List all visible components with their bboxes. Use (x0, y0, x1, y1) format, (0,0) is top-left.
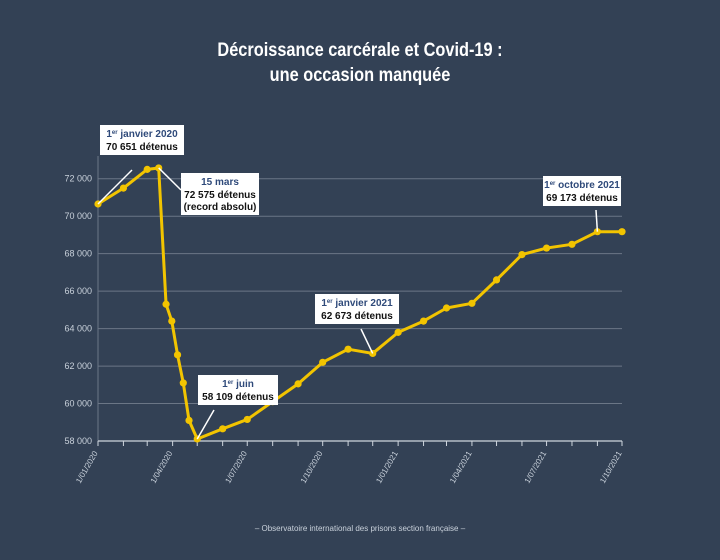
x-tick-label: 1/07/2021 (523, 449, 549, 485)
x-tick-label: 1/04/2021 (448, 449, 474, 485)
data-point (219, 425, 227, 433)
data-point (468, 299, 476, 307)
callout-pointer (360, 328, 374, 354)
title-line-2: une occasion manquée (269, 65, 451, 86)
data-point (143, 165, 151, 173)
data-point (618, 228, 626, 236)
data-point (243, 415, 251, 424)
callout-pointer (196, 409, 215, 440)
callout-date: 1er janvier 2020 (106, 129, 178, 140)
callout-date: 1er octobre 2021 (544, 180, 620, 191)
data-point (168, 317, 176, 325)
callout-box (315, 294, 399, 324)
y-tick-label: 68 000 (64, 249, 92, 259)
data-point (173, 351, 182, 359)
y-tick-label: 62 000 (64, 361, 92, 371)
x-tick-label: 1/01/2020 (74, 449, 100, 485)
data-point (394, 328, 402, 336)
callout-date: 15 mars (201, 177, 239, 188)
y-tick-label: 72 000 (64, 174, 92, 184)
data-point (319, 358, 327, 366)
data-point (344, 345, 352, 353)
callout-value: 72 575 détenus (184, 190, 256, 201)
data-point (294, 380, 302, 388)
callout-value: (record absolu) (184, 202, 257, 213)
source-credit: – Observatoire international des prisons… (254, 524, 466, 533)
data-point (179, 379, 187, 387)
x-tick-label: 1/10/2020 (299, 449, 325, 485)
y-tick-label: 66 000 (64, 286, 92, 296)
data-point (419, 317, 428, 325)
callout-date: 1er juin (222, 379, 254, 390)
data-point (568, 240, 576, 248)
y-tick-label: 58 000 (64, 436, 92, 446)
chart-title: Décroissance carcérale et Covid-19 : une… (50, 38, 669, 88)
data-point (518, 251, 526, 259)
x-tick-label: 1/04/2020 (149, 449, 175, 485)
callout-pointer (595, 209, 599, 232)
x-tick-label: 1/10/2021 (598, 449, 624, 485)
callout-value: 70 651 détenus (106, 142, 178, 153)
y-tick-label: 70 000 (64, 211, 92, 221)
callout-box (181, 173, 259, 215)
callout-value: 58 109 détenus (202, 392, 274, 403)
data-point (119, 184, 128, 192)
title-line-1: Décroissance carcérale et Covid-19 : (217, 40, 503, 61)
y-tick-label: 64 000 (64, 324, 92, 334)
callout-pointer (97, 169, 133, 205)
callout-box (100, 125, 184, 155)
callout-value: 69 173 détenus (546, 193, 618, 204)
callout-value: 62 673 détenus (321, 311, 393, 322)
data-point (162, 300, 170, 308)
callout-box (198, 375, 278, 405)
callout-box (543, 176, 621, 206)
y-tick-label: 60 000 (64, 399, 92, 409)
data-point (442, 304, 451, 312)
data-point (492, 276, 501, 284)
x-tick-label: 1/07/2020 (223, 449, 249, 485)
callout-date: 1er janvier 2021 (321, 298, 393, 309)
x-tick-label: 1/01/2021 (374, 449, 400, 485)
data-point (185, 416, 193, 424)
callout-pointer (158, 167, 182, 191)
data-point (542, 244, 551, 252)
